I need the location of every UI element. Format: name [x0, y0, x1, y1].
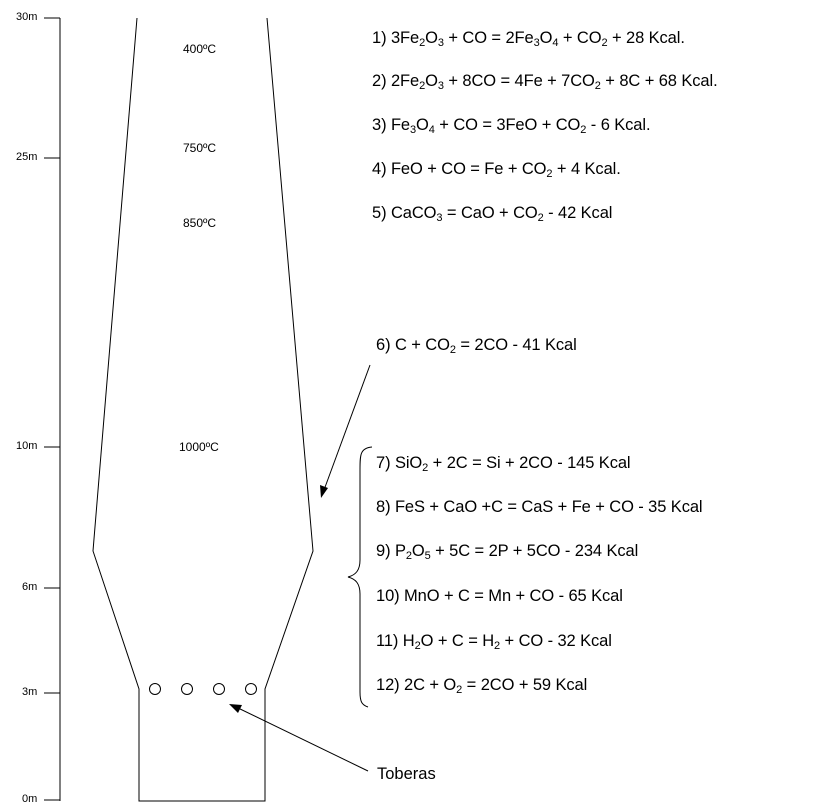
tuyere-circle — [181, 683, 193, 695]
scale-label-25m: 25m — [16, 151, 38, 163]
reaction-equation: 12) 2C + O2 = 2CO + 59 Kcal — [376, 676, 588, 696]
reaction-equation: 7) SiO2 + 2C = Si + 2CO - 145 Kcal — [376, 454, 631, 474]
temperature-label: 850ºC — [183, 216, 217, 230]
reaction-equation: 4) FeO + CO = Fe + CO2 + 4 Kcal. — [372, 160, 621, 180]
scale-label-3m: 3m — [22, 686, 38, 698]
reaction-equation: 5) CaCO3 = CaO + CO2 - 42 Kcal — [372, 204, 613, 224]
furnace-outline — [92, 17, 314, 802]
scale-label-10m: 10m — [16, 440, 38, 452]
reaction-equation: 8) FeS + CaO +C = CaS + Fe + CO - 35 Kca… — [376, 498, 703, 516]
toberas-arrow-line — [235, 706, 369, 772]
toberas-label: Toberas — [377, 765, 436, 783]
toberas-arrowhead — [229, 704, 242, 713]
reaction-equation: 6) C + CO2 = 2CO - 41 Kcal — [376, 336, 577, 356]
tuyere-circle — [149, 683, 161, 695]
scale-label-6m: 6m — [22, 581, 38, 593]
temperature-label: 1000ºC — [179, 440, 219, 454]
reaction-6-arrowhead — [320, 485, 328, 498]
reaction-equation: 9) P2O5 + 5C = 2P + 5CO - 234 Kcal — [376, 542, 639, 562]
reaction-group-brace — [347, 446, 373, 708]
temperature-label: 400ºC — [183, 42, 217, 56]
reaction-equation: 11) H2O + C = H2 + CO - 32 Kcal — [376, 632, 612, 652]
scale-label-0m: 0m — [22, 793, 38, 805]
reaction-equation: 10) MnO + C = Mn + CO - 65 Kcal — [376, 587, 623, 605]
temperature-label: 750ºC — [183, 141, 217, 155]
reaction-equation: 2) 2Fe2O3 + 8CO = 4Fe + 7CO2 + 8C + 68 K… — [372, 72, 718, 92]
reaction-6-arrow-line — [323, 364, 371, 491]
reaction-equation: 1) 3Fe2O3 + CO = 2Fe3O4 + CO2 + 28 Kcal. — [372, 29, 685, 49]
reaction-equation: 3) Fe3O4 + CO = 3FeO + CO2 - 6 Kcal. — [372, 116, 651, 136]
scale-label-30m: 30m — [16, 11, 38, 23]
tuyere-circle — [213, 683, 225, 695]
tuyere-circle — [245, 683, 257, 695]
